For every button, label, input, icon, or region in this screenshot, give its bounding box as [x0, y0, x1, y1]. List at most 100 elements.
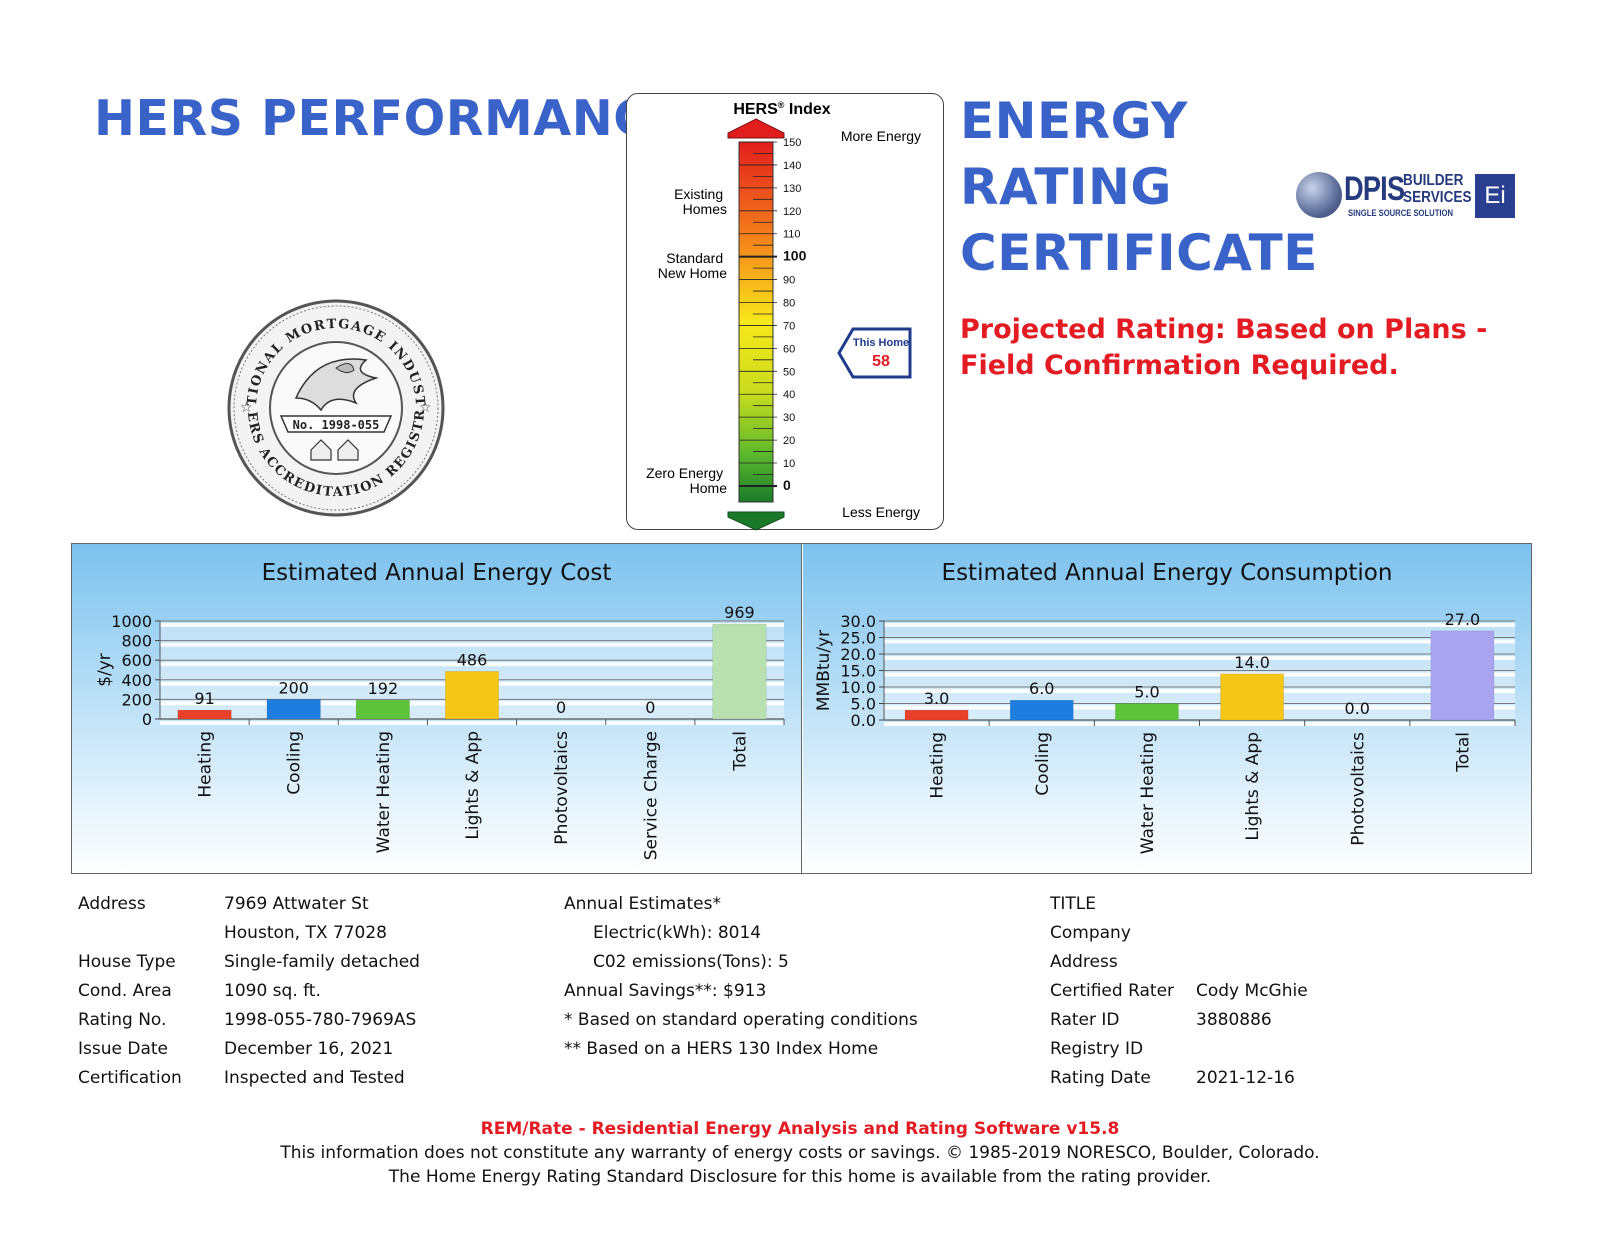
consumption-chart-title: Estimated Annual Energy Consumption	[941, 560, 1393, 586]
annual-estimates: Annual Estimates* Electric(kWh): 8014 C0…	[564, 890, 918, 1064]
data-label: 0	[645, 698, 655, 717]
detail-label: Certification	[78, 1068, 182, 1088]
category-label: Photovoltaics	[1348, 732, 1368, 846]
rater-row: Address	[1050, 948, 1308, 977]
rater-row: Registry ID	[1050, 1035, 1308, 1064]
y-tick-label: 600	[121, 651, 152, 670]
co2-estimate: C02 emissions(Tons): 5	[593, 952, 789, 972]
rater-row: Certified Rater Cody McGhie	[1050, 977, 1308, 1006]
disclaimer-line: This information does not constitute any…	[280, 1143, 1320, 1163]
rater-label: Company	[1050, 923, 1131, 943]
this-home-marker: This Home 58	[837, 327, 912, 379]
bar-water-heating	[1115, 703, 1179, 721]
certificate-title-line-3: CERTIFICATE	[960, 224, 1318, 282]
house-icon	[310, 439, 332, 461]
data-label: 5.0	[1134, 683, 1159, 702]
svg-text:☆: ☆	[419, 400, 432, 416]
detail-row: House Type Single-family detached	[78, 948, 420, 977]
standard-new-home-label: Standard New Home	[658, 250, 727, 281]
scale-tick-label: 110	[783, 229, 801, 241]
data-label: 0	[556, 698, 566, 717]
rater-row: TITLE	[1050, 890, 1308, 919]
electric-estimate: Electric(kWh): 8014	[593, 923, 762, 943]
detail-value: December 16, 2021	[224, 1039, 394, 1059]
bar-total	[1430, 630, 1495, 721]
cost-chart-title: Estimated Annual Energy Cost	[261, 560, 612, 586]
detail-value: Single-family detached	[224, 952, 420, 972]
data-label: 486	[457, 650, 488, 669]
bar-lights-app	[1220, 673, 1284, 721]
property-details: Address 7969 Attwater St Houston, TX 7702…	[78, 890, 420, 1093]
y-tick-label: 5.0	[851, 695, 876, 714]
detail-row: Address 7969 Attwater St	[78, 890, 420, 919]
data-label: 0.0	[1345, 699, 1370, 718]
logo-name: DPIS	[1344, 170, 1405, 208]
page-title: HERS PERFORMANCE	[94, 90, 684, 147]
this-home-label: This Home	[853, 337, 909, 349]
rater-row: Company	[1050, 919, 1308, 948]
y-tick-label: 0.0	[851, 711, 876, 730]
category-label: Lights & App	[1243, 732, 1263, 841]
bar-water-heating	[355, 699, 410, 720]
down-arrow-icon	[727, 511, 785, 531]
detail-row: Houston, TX 77028	[78, 919, 420, 948]
house-icon	[337, 439, 359, 461]
certificate-title-line-2: RATING	[960, 158, 1172, 216]
detail-value: 7969 Attwater St	[224, 894, 369, 914]
scale-tick-label: 140	[783, 160, 801, 172]
rater-label: Rater ID	[1050, 1010, 1120, 1030]
annual-estimates-heading: Annual Estimates*	[564, 894, 721, 914]
zero-energy-home-label: Zero Energy Home	[646, 465, 727, 496]
category-label: Water Heating	[374, 731, 394, 853]
category-label: Heating	[196, 731, 216, 798]
data-label: 3.0	[924, 689, 949, 708]
less-energy-label: Less Energy	[842, 504, 920, 520]
y-tick-label: 400	[121, 671, 152, 690]
detail-value: Inspected and Tested	[224, 1068, 405, 1088]
logo-slogan: SINGLE SOURCE SOLUTION	[1348, 208, 1453, 218]
charts-panel: Estimated Annual Energy Cost 1000 800 600 4…	[71, 543, 1532, 874]
globe-icon	[1296, 172, 1342, 218]
seal-graphic: NATIONAL MORTGAGE INDUSTRY HERS ACCREDIT…	[219, 287, 445, 517]
scale-tick-label: 80	[783, 298, 795, 310]
footnote-2: ** Based on a HERS 130 Index Home	[564, 1039, 879, 1059]
category-label: Water Heating	[1138, 732, 1158, 854]
scale-tick-label: 90	[783, 275, 795, 287]
y-axis-label: $/yr	[95, 653, 115, 687]
company-logo: DPIS BUILDER SERVICES SINGLE SOURCE SOLU…	[1296, 170, 1518, 222]
software-line: REM/Rate - Residential Energy Analysis a…	[480, 1119, 1120, 1139]
hers-index-scale: HERS® Index More Energy Less Energy 150 1…	[626, 93, 944, 531]
bar-cooling	[1009, 699, 1074, 721]
category-label: Total	[1453, 732, 1473, 773]
y-tick-label: 10.0	[840, 678, 876, 697]
detail-row: Issue Date December 16, 2021	[78, 1035, 420, 1064]
category-label: Service Charge	[641, 731, 661, 860]
rater-label: Rating Date	[1050, 1068, 1151, 1088]
scale-tick-label: 100	[783, 248, 807, 264]
data-label: 6.0	[1029, 679, 1054, 698]
rater-row: Rating Date 2021-12-16	[1050, 1064, 1308, 1093]
ei-badge: Ei	[1475, 174, 1515, 218]
bar-cooling	[266, 699, 321, 720]
svg-text:☆: ☆	[240, 400, 253, 416]
data-label: 91	[194, 689, 214, 708]
detail-label: Issue Date	[78, 1039, 168, 1059]
category-label: Total	[730, 731, 750, 772]
detail-row: Cond. Area 1090 sq. ft.	[78, 977, 420, 1006]
detail-label: Address	[78, 894, 146, 914]
scale-tick-label: 20	[783, 435, 795, 447]
y-tick-label: 0	[142, 710, 152, 729]
energy-cost-chart: Estimated Annual Energy Cost 1000 800 600 4…	[72, 544, 802, 873]
category-label: Photovoltaics	[552, 731, 572, 845]
bar-lights-app	[445, 671, 499, 720]
hers-index-title: HERS® Index	[733, 100, 830, 118]
scale-tick-label: 40	[783, 389, 795, 401]
eagle-icon	[294, 358, 379, 412]
detail-label: House Type	[78, 952, 176, 972]
rater-label: Registry ID	[1050, 1039, 1144, 1059]
rater-label: TITLE	[1050, 894, 1096, 914]
data-label: 14.0	[1234, 653, 1270, 672]
y-tick-label: 200	[121, 690, 152, 709]
registry-seal: NATIONAL MORTGAGE INDUSTRY HERS ACCREDIT…	[219, 287, 446, 518]
